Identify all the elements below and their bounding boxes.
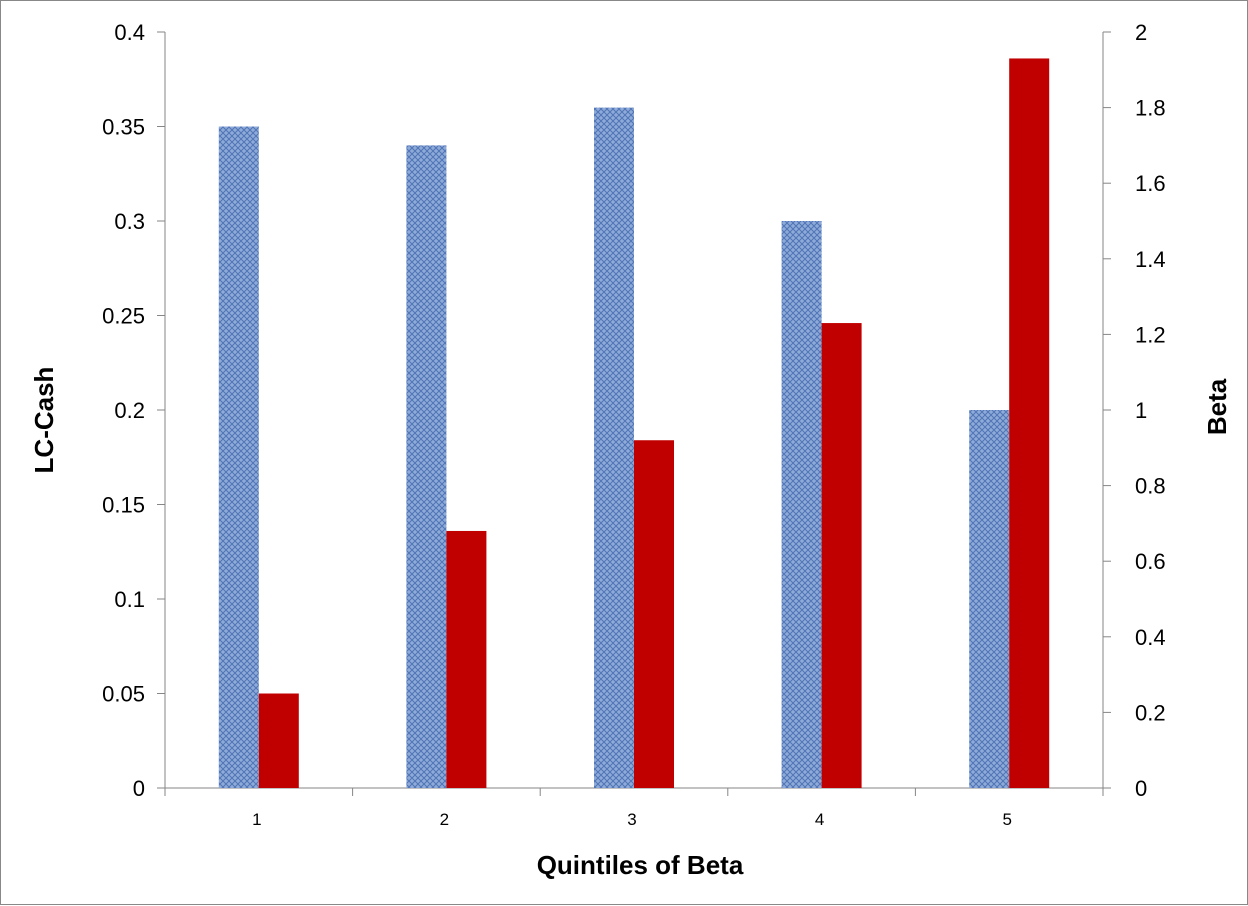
bar-lc-cash <box>969 410 1010 788</box>
y-tick-label: 0.2 <box>114 398 145 423</box>
y2-tick-label: 2 <box>1135 20 1147 45</box>
y2-tick-label: 1 <box>1135 398 1147 423</box>
y-tick-label: 0.4 <box>114 20 145 45</box>
y-axis-title: LC-Cash <box>29 367 59 474</box>
y2-tick-label: 1.8 <box>1135 96 1166 121</box>
y2-tick-label: 0.8 <box>1135 474 1166 499</box>
y-tick-label: 0.1 <box>114 587 145 612</box>
x-tick-label: 4 <box>815 810 824 829</box>
x-tick-label: 3 <box>627 810 636 829</box>
bar-beta <box>258 693 299 788</box>
bar-beta <box>446 530 487 788</box>
bar-lc-cash <box>406 145 447 788</box>
x-tick-label: 5 <box>1002 810 1011 829</box>
bar-lc-cash <box>594 107 634 789</box>
y-tick-label: 0.05 <box>102 682 145 707</box>
y2-tick-label: 0.4 <box>1135 625 1166 650</box>
bar-lc-cash <box>218 126 259 788</box>
x-tick-label: 2 <box>440 810 449 829</box>
x-axis-title: Quintiles of Beta <box>537 850 744 880</box>
y2-tick-label: 0 <box>1135 776 1147 801</box>
bars <box>218 58 1050 789</box>
y-tick-label: 0.3 <box>114 209 145 234</box>
y-tick-label: 0.25 <box>102 304 145 329</box>
y-tick-label: 0.35 <box>102 115 145 140</box>
y-tick-label: 0.15 <box>102 493 145 518</box>
y2-tick-label: 0.2 <box>1135 700 1166 725</box>
y2-tick-label: 1.2 <box>1135 322 1166 347</box>
bar-beta <box>1009 58 1050 788</box>
y2-tick-label: 1.4 <box>1135 247 1166 272</box>
y2-tick-label: 0.6 <box>1135 549 1166 574</box>
bar-beta <box>634 440 674 788</box>
y2-tick-label: 1.6 <box>1135 171 1166 196</box>
y2-axis-title: Beta <box>1202 378 1232 435</box>
y-tick-label: 0 <box>133 776 145 801</box>
x-tick-label: 1 <box>252 810 261 829</box>
labels: 0 0.05 0.1 0.15 0.2 0.25 0.3 0.35 0.4 0 0.2 0.4 0.6 0… <box>102 20 1165 829</box>
bar-lc-cash <box>781 221 822 788</box>
bar-beta <box>821 323 862 788</box>
